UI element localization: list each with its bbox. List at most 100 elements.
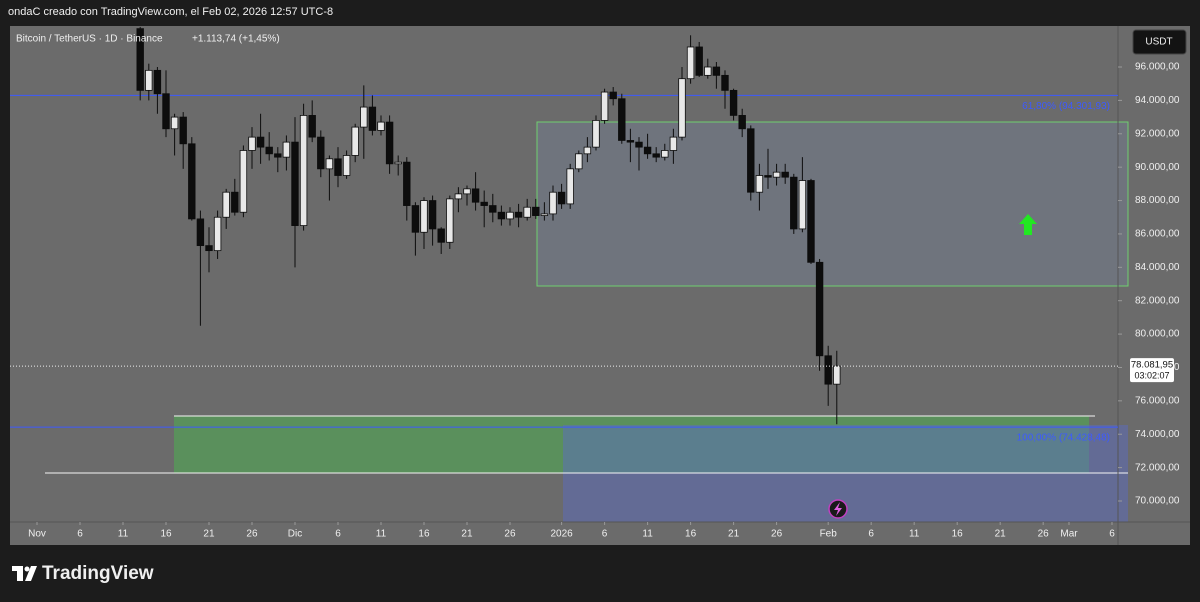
candle-body: [334, 158, 342, 176]
candle-body: [385, 121, 394, 165]
level-label: 61,80% (94.301,93): [1022, 101, 1110, 112]
candle-body: [170, 116, 179, 130]
x-tick-label: 16: [160, 529, 172, 540]
candle-body: [351, 126, 359, 156]
candle-body: [394, 161, 402, 165]
candle-body: [772, 171, 781, 178]
candle-body: [480, 201, 488, 206]
x-tick-label: 11: [909, 529, 920, 540]
candle-body: [265, 146, 273, 155]
x-tick-label: 21: [728, 529, 740, 540]
candle-body: [136, 28, 144, 91]
logo-part: [17, 566, 23, 581]
x-tick-label: 21: [461, 529, 473, 540]
candle-body: [575, 153, 583, 170]
x-tick-label: 16: [685, 529, 697, 540]
y-tick-label: 84.000,00: [1135, 262, 1180, 273]
candle-body: [609, 91, 617, 100]
candle-body: [798, 180, 807, 230]
icon-bolt: [834, 502, 842, 516]
x-tick-label: 6: [1109, 529, 1115, 540]
candle-body: [540, 213, 549, 216]
x-tick-label: 16: [952, 529, 964, 540]
y-tick-label: 76.000,00: [1135, 395, 1180, 406]
candle-body: [222, 191, 230, 218]
candle-body: [411, 205, 420, 233]
candle-body: [403, 161, 411, 206]
drawings: [45, 121, 1129, 522]
zone-box: [536, 121, 1129, 287]
candle-body: [274, 153, 282, 158]
level-label: 100,00% (74.428,48): [1017, 433, 1110, 444]
header-text: ondaC creado con TradingView.com, el Feb…: [8, 6, 333, 18]
candle-body: [446, 198, 454, 243]
candle-body: [196, 218, 205, 247]
candle-body: [360, 106, 368, 128]
candle-body: [747, 128, 755, 193]
candle-body: [325, 158, 334, 170]
y-tick-label: 92.000,00: [1135, 128, 1180, 139]
candle-body: [231, 191, 239, 213]
candle-body: [764, 175, 772, 178]
candle-body: [738, 115, 746, 130]
x-tick-label: 2026: [550, 529, 573, 540]
candle-body: [428, 200, 437, 230]
last-price-badge: [1130, 358, 1174, 383]
candle-body: [188, 143, 196, 220]
y-tick-label: 82.000,00: [1135, 295, 1180, 306]
candle-body: [437, 228, 445, 243]
x-tick-label: 21: [995, 529, 1007, 540]
x-tick-label: 11: [376, 529, 387, 540]
candle-body: [317, 136, 325, 170]
x-tick-label: 16: [418, 529, 430, 540]
x-tick-label: Nov: [28, 529, 46, 540]
candle-body: [471, 188, 480, 203]
candle-body: [282, 141, 291, 158]
candle-body: [489, 205, 497, 213]
x-tick-label: 6: [602, 529, 608, 540]
candle-body: [549, 191, 557, 215]
candle-body: [721, 74, 729, 91]
candle-body: [661, 150, 669, 158]
candle-body: [833, 365, 841, 385]
candle-body: [256, 136, 265, 148]
candle-body: [308, 115, 316, 138]
candle-body: [678, 78, 686, 138]
candle-body: [618, 98, 626, 141]
y-tick-label: 96.000,00: [1135, 62, 1180, 73]
candle-body: [162, 93, 170, 130]
candle-body: [686, 46, 695, 80]
x-tick-label: 11: [642, 529, 653, 540]
y-tick-label: 74.000,00: [1135, 429, 1180, 440]
x-tick-label: 21: [203, 529, 215, 540]
candle-body: [377, 121, 385, 131]
candle-body: [729, 89, 738, 116]
candle-body: [420, 200, 428, 233]
candle-body: [704, 66, 712, 76]
candle-body: [669, 136, 678, 151]
footer-logo: [12, 566, 37, 581]
replay-icon: [828, 499, 848, 519]
x-tick-label: 6: [868, 529, 874, 540]
candle-body: [463, 188, 471, 195]
candle-body: [239, 150, 248, 213]
currency-button[interactable]: [1132, 29, 1187, 55]
currency-label: USDT: [1145, 37, 1172, 48]
x-tick-label: 6: [77, 529, 83, 540]
candle-body: [600, 91, 609, 121]
y-tick-label: 88.000,00: [1135, 195, 1180, 206]
candle-body: [248, 136, 256, 151]
arrow-up: [1019, 214, 1037, 235]
candle-body: [506, 211, 514, 220]
x-tick-label: 26: [504, 529, 516, 540]
x-tick-label: Mar: [1060, 529, 1078, 540]
candle-body: [523, 206, 531, 218]
change-legend: +1.113,74 (+1,45%): [192, 34, 280, 45]
candle-body: [145, 69, 153, 91]
y-tick-label: 90.000,00: [1135, 162, 1180, 173]
candle-body: [824, 355, 832, 385]
candle-body: [652, 153, 660, 158]
candle-body: [755, 175, 764, 193]
footer-brand: TradingView: [42, 563, 154, 584]
